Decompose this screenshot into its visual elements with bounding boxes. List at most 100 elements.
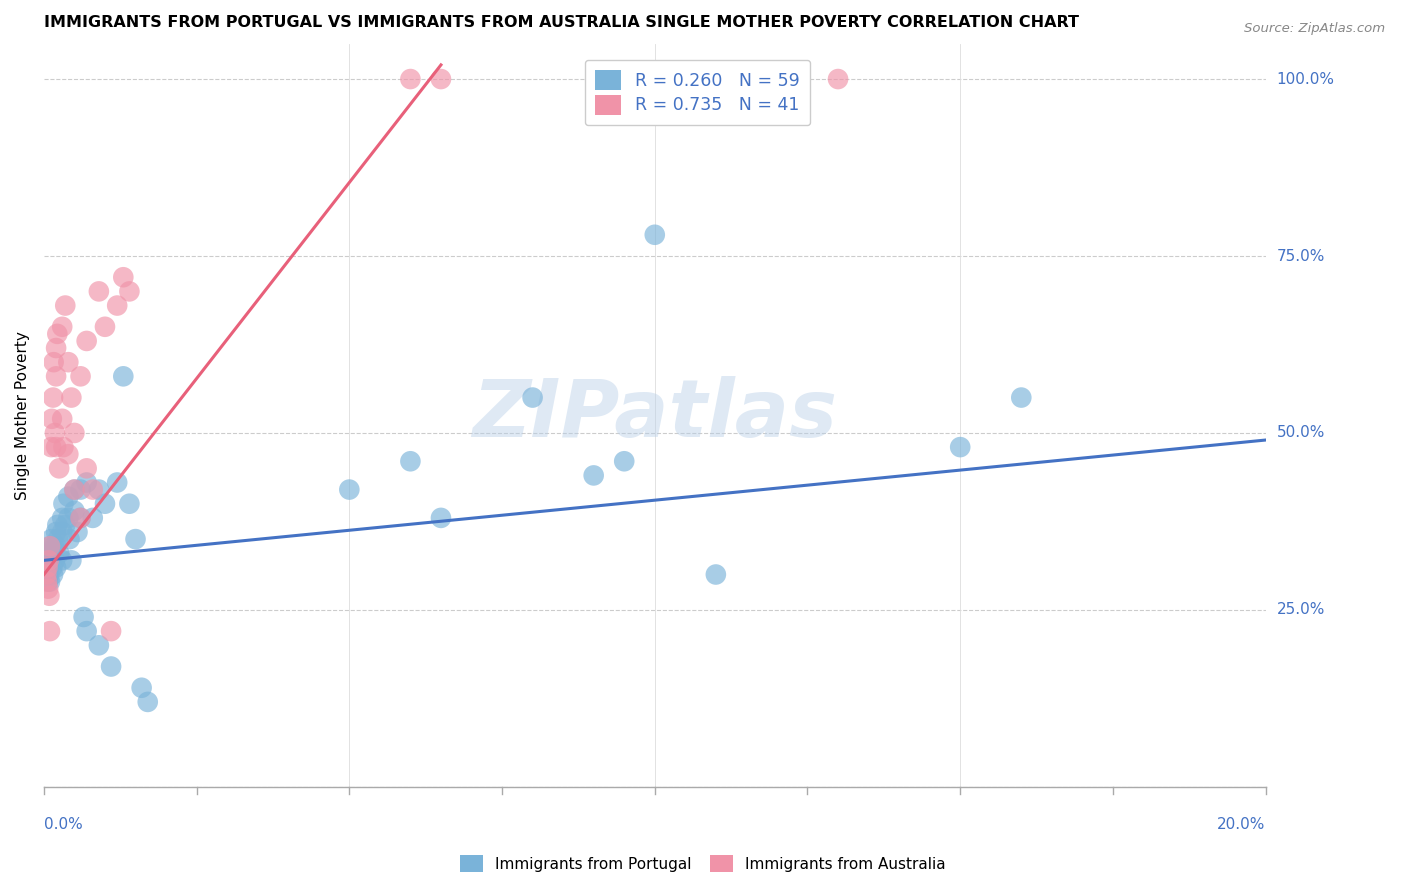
Point bbox=[39, 539, 62, 553]
Point bbox=[58, 447, 80, 461]
Point bbox=[76, 461, 98, 475]
Point bbox=[44, 553, 66, 567]
Point bbox=[41, 560, 63, 574]
Point bbox=[66, 524, 89, 539]
Point bbox=[105, 299, 128, 313]
Point bbox=[82, 511, 104, 525]
Text: 20.0%: 20.0% bbox=[1218, 817, 1265, 832]
Point bbox=[69, 369, 91, 384]
Point bbox=[51, 524, 73, 539]
Point bbox=[100, 624, 122, 639]
Legend: Immigrants from Portugal, Immigrants from Australia: Immigrants from Portugal, Immigrants fro… bbox=[453, 847, 953, 880]
Point bbox=[52, 440, 75, 454]
Legend: R = 0.260   N = 59, R = 0.735   N = 41: R = 0.260 N = 59, R = 0.735 N = 41 bbox=[585, 60, 810, 125]
Point bbox=[76, 475, 98, 490]
Point bbox=[38, 589, 60, 603]
Point bbox=[39, 553, 62, 567]
Point bbox=[45, 369, 67, 384]
Text: ZIPatlas: ZIPatlas bbox=[472, 376, 837, 454]
Text: 50.0%: 50.0% bbox=[1277, 425, 1324, 441]
Point bbox=[118, 497, 141, 511]
Point bbox=[46, 532, 69, 546]
Point bbox=[38, 567, 60, 582]
Point bbox=[58, 511, 80, 525]
Point bbox=[39, 539, 62, 553]
Text: 100.0%: 100.0% bbox=[1277, 71, 1334, 87]
Point bbox=[136, 695, 159, 709]
Point bbox=[42, 539, 65, 553]
Point bbox=[1010, 391, 1032, 405]
Point bbox=[35, 567, 58, 582]
Point bbox=[45, 560, 67, 574]
Point bbox=[337, 483, 360, 497]
Point bbox=[430, 72, 453, 87]
Point bbox=[63, 425, 86, 440]
Point bbox=[51, 412, 73, 426]
Point bbox=[118, 285, 141, 299]
Point bbox=[39, 574, 62, 589]
Point bbox=[41, 412, 63, 426]
Point bbox=[72, 610, 94, 624]
Point bbox=[48, 546, 70, 560]
Point bbox=[37, 560, 59, 574]
Point bbox=[46, 518, 69, 533]
Point bbox=[44, 425, 66, 440]
Point bbox=[949, 440, 972, 454]
Point bbox=[704, 567, 727, 582]
Point bbox=[51, 553, 73, 567]
Point bbox=[399, 72, 422, 87]
Point bbox=[35, 567, 58, 582]
Text: IMMIGRANTS FROM PORTUGAL VS IMMIGRANTS FROM AUSTRALIA SINGLE MOTHER POVERTY CORR: IMMIGRANTS FROM PORTUGAL VS IMMIGRANTS F… bbox=[44, 15, 1078, 30]
Text: 75.0%: 75.0% bbox=[1277, 249, 1324, 263]
Point bbox=[105, 475, 128, 490]
Point bbox=[94, 497, 117, 511]
Point bbox=[58, 355, 80, 369]
Point bbox=[76, 334, 98, 348]
Point bbox=[52, 497, 75, 511]
Point bbox=[60, 553, 83, 567]
Point bbox=[582, 468, 605, 483]
Point bbox=[35, 553, 58, 567]
Point bbox=[45, 539, 67, 553]
Point bbox=[827, 72, 849, 87]
Point bbox=[87, 483, 110, 497]
Point bbox=[69, 511, 91, 525]
Point bbox=[131, 681, 153, 695]
Point bbox=[100, 659, 122, 673]
Point bbox=[38, 546, 60, 560]
Point bbox=[112, 270, 135, 285]
Point bbox=[35, 574, 58, 589]
Point bbox=[39, 440, 62, 454]
Point bbox=[53, 299, 76, 313]
Y-axis label: Single Mother Poverty: Single Mother Poverty bbox=[15, 331, 30, 500]
Point bbox=[69, 483, 91, 497]
Point bbox=[46, 326, 69, 341]
Point bbox=[39, 532, 62, 546]
Point bbox=[38, 553, 60, 567]
Point bbox=[42, 567, 65, 582]
Point bbox=[522, 391, 544, 405]
Point bbox=[69, 511, 91, 525]
Point bbox=[45, 341, 67, 355]
Point bbox=[53, 518, 76, 533]
Point bbox=[37, 574, 59, 589]
Point bbox=[41, 546, 63, 560]
Point bbox=[63, 483, 86, 497]
Point bbox=[48, 461, 70, 475]
Point bbox=[42, 391, 65, 405]
Point bbox=[613, 454, 636, 468]
Point bbox=[430, 511, 453, 525]
Point bbox=[51, 511, 73, 525]
Point bbox=[51, 319, 73, 334]
Point bbox=[45, 524, 67, 539]
Point bbox=[94, 319, 117, 334]
Point bbox=[45, 440, 67, 454]
Point bbox=[644, 227, 666, 242]
Point bbox=[42, 355, 65, 369]
Point bbox=[124, 532, 146, 546]
Point bbox=[112, 369, 135, 384]
Text: 25.0%: 25.0% bbox=[1277, 602, 1324, 617]
Point bbox=[82, 483, 104, 497]
Point bbox=[63, 504, 86, 518]
Point bbox=[58, 532, 80, 546]
